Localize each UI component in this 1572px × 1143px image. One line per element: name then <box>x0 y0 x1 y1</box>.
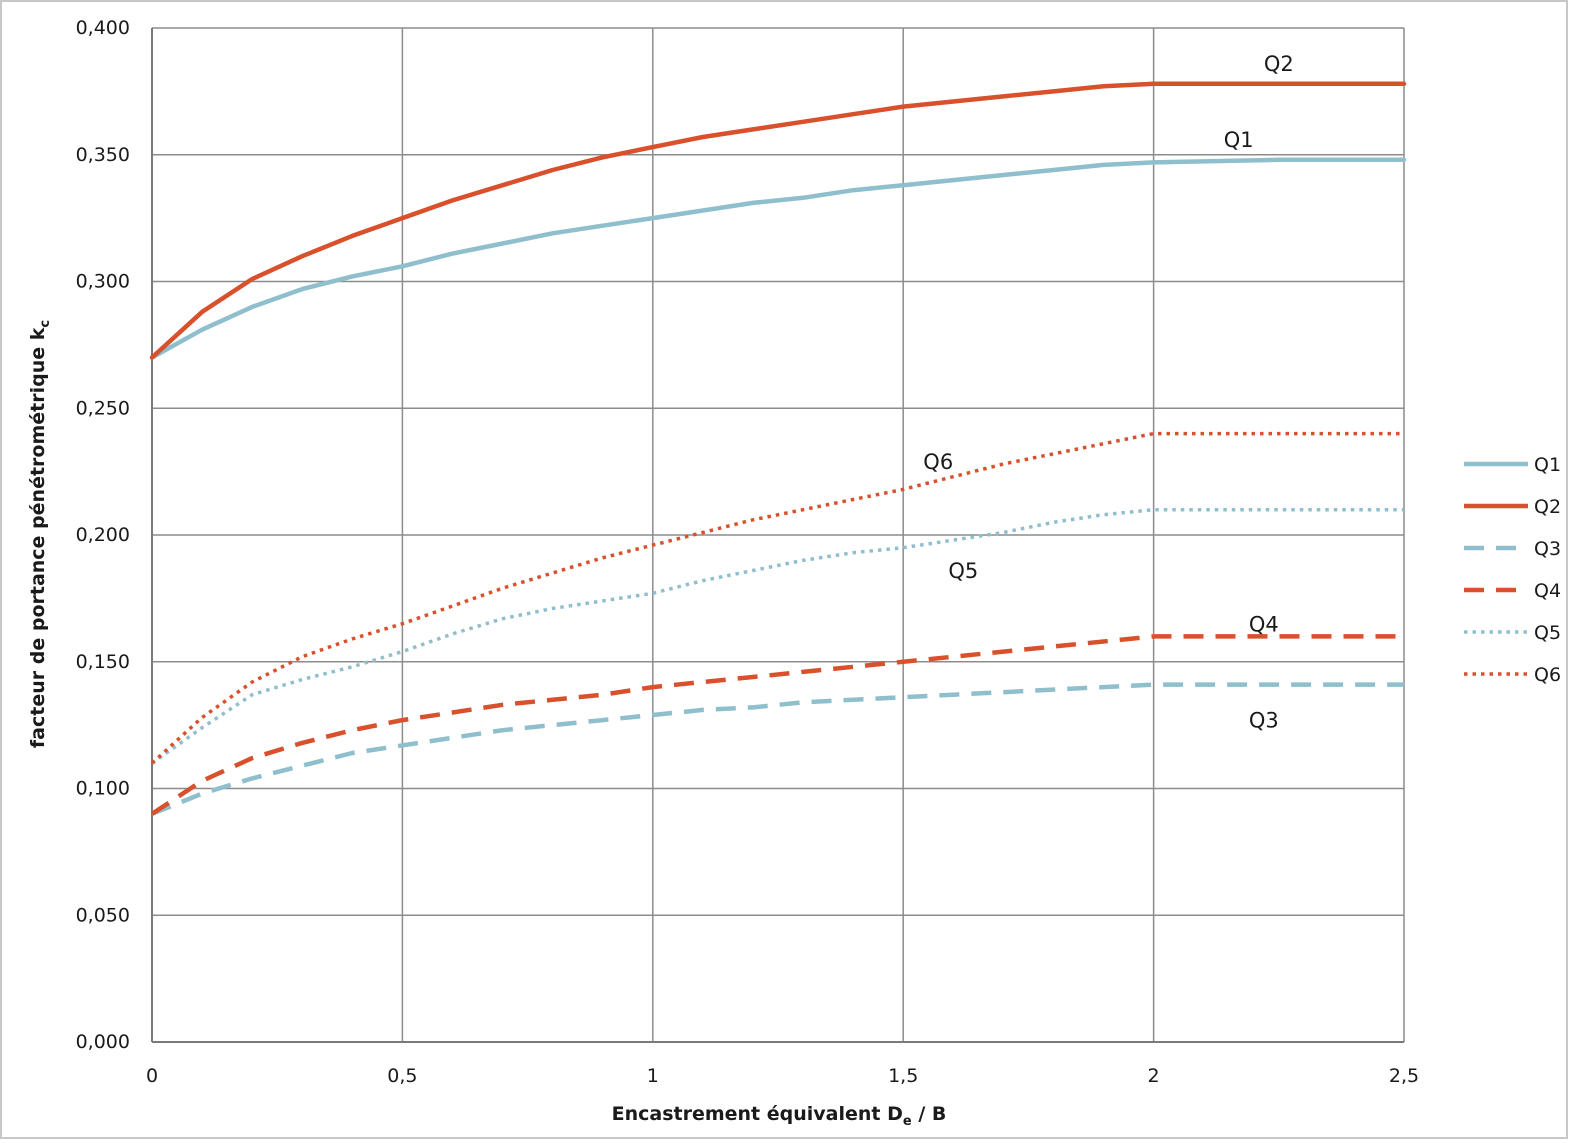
y-tick-label: 0,250 <box>76 397 130 419</box>
curve-label-q1: Q1 <box>1224 128 1254 152</box>
y-tick-label: 0,400 <box>76 17 130 39</box>
curve-label-q5: Q5 <box>948 559 978 583</box>
x-tick-label: 2 <box>1148 1065 1160 1087</box>
legend-label-q6: Q6 <box>1534 664 1561 686</box>
series-line-q5 <box>150 507 1404 765</box>
series-line-q1 <box>149 157 1407 360</box>
legend: Q1 Q2 Q3 Q4 Q5 Q6 <box>1464 454 1561 686</box>
curve-labels: Q2 Q1 Q6 Q5 Q4 Q3 <box>923 52 1293 733</box>
y-tick-label: 0,200 <box>76 524 130 546</box>
x-tick-label: 1,5 <box>888 1065 918 1087</box>
series-line-q2 <box>149 81 1407 360</box>
legend-label-q5: Q5 <box>1534 622 1561 644</box>
y-tick-label: 0,350 <box>76 144 130 166</box>
series-line-q3 <box>151 682 1404 816</box>
legend-label-q3: Q3 <box>1534 538 1561 560</box>
y-tick-label: 0,000 <box>76 1031 130 1053</box>
curve-label-q2: Q2 <box>1264 52 1294 76</box>
y-tick-label: 0,050 <box>76 904 130 926</box>
y-tick-label: 0,100 <box>76 778 130 800</box>
y-tick-label: 0,300 <box>76 271 130 293</box>
x-tick-label: 0 <box>146 1065 158 1087</box>
x-axis-title: Encastrement équivalent De / B <box>612 1103 947 1129</box>
y-tick-label: 0,150 <box>76 651 130 673</box>
series-line-q4 <box>150 634 1404 816</box>
curve-label-q6: Q6 <box>923 450 953 474</box>
curve-label-q4: Q4 <box>1249 612 1279 636</box>
y-axis-title: facteur de portance pénétrométrique kc <box>27 320 53 748</box>
tick-labels: 0,000 0,050 0,100 0,150 0,200 0,250 0,300 0,350… <box>76 17 1420 1087</box>
legend-label-q4: Q4 <box>1534 580 1561 602</box>
x-tick-label: 2,5 <box>1389 1065 1419 1087</box>
x-tick-label: 1 <box>647 1065 659 1087</box>
curve-label-q3: Q3 <box>1249 709 1279 733</box>
series-lines <box>149 81 1407 816</box>
grid <box>151 27 1405 1043</box>
legend-label-q2: Q2 <box>1534 496 1561 518</box>
x-tick-label: 0,5 <box>387 1065 417 1087</box>
series-line-q6 <box>150 431 1404 765</box>
legend-label-q1: Q1 <box>1534 454 1561 476</box>
